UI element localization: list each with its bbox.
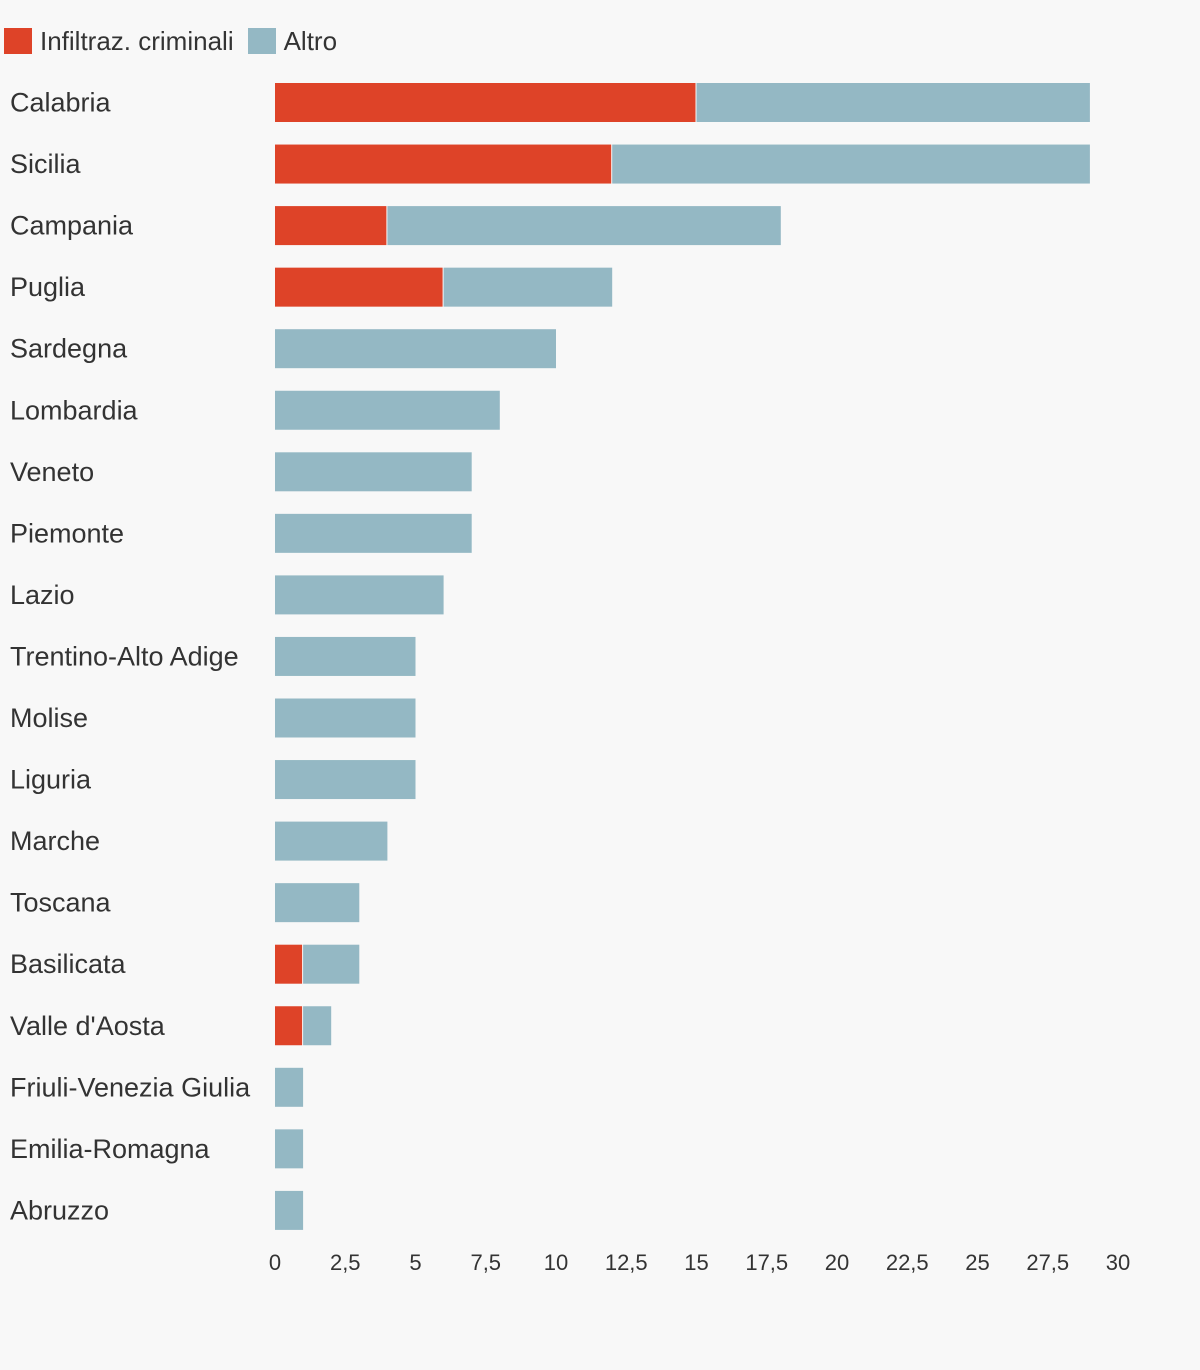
bar-toscana-altro — [275, 883, 360, 923]
category-label-puglia: Puglia — [10, 272, 86, 302]
bar-marche-altro — [275, 821, 388, 861]
x-tick-label: 17,5 — [745, 1250, 788, 1275]
bar-valle-d-aosta-infiltraz-criminali — [275, 1006, 303, 1046]
bar-puglia-infiltraz-criminali — [275, 267, 443, 307]
bar-sicilia-altro — [612, 144, 1090, 184]
category-label-marche: Marche — [10, 826, 100, 856]
x-tick-label: 30 — [1106, 1250, 1130, 1275]
category-label-liguria: Liguria — [10, 765, 92, 795]
legend-item-altro: Altro — [247, 26, 338, 56]
category-label-trentino-alto-adige: Trentino-Alto Adige — [10, 641, 239, 671]
chart-legend: Infiltraz. criminali Altro — [4, 26, 351, 56]
legend-swatch-infiltrazioni — [4, 28, 32, 54]
bar-valle-d-aosta-altro — [303, 1006, 332, 1046]
bar-calabria-altro — [696, 83, 1090, 122]
legend-label-infiltrazioni: Infiltraz. criminali — [40, 26, 234, 56]
bar-trentino-alto-adige-altro — [275, 636, 416, 676]
x-tick-label: 15 — [684, 1250, 708, 1275]
x-tick-label: 12,5 — [605, 1250, 648, 1275]
legend-item-infiltrazioni: Infiltraz. criminali — [4, 26, 234, 56]
bar-lazio-altro — [275, 575, 444, 615]
bar-abruzzo-altro — [275, 1190, 304, 1230]
category-label-lombardia: Lombardia — [10, 395, 139, 425]
category-label-abruzzo: Abruzzo — [10, 1195, 109, 1225]
x-tick-label: 25 — [965, 1250, 989, 1275]
bar-sardegna-altro — [275, 329, 556, 369]
category-label-lazio: Lazio — [10, 580, 75, 610]
bar-lombardia-altro — [275, 390, 500, 430]
x-tick-label: 5 — [409, 1250, 421, 1275]
x-tick-label: 10 — [544, 1250, 568, 1275]
x-tick-label: 20 — [825, 1250, 849, 1275]
bar-campania-infiltraz-criminali — [275, 206, 387, 246]
bar-emilia-romagna-altro — [275, 1129, 304, 1169]
category-label-valle-d-aosta: Valle d'Aosta — [10, 1011, 166, 1041]
category-label-campania: Campania — [10, 211, 134, 241]
bar-campania-altro — [387, 206, 781, 246]
bar-piemonte-altro — [275, 513, 472, 553]
category-label-basilicata: Basilicata — [10, 949, 127, 979]
bar-molise-altro — [275, 698, 416, 738]
bar-puglia-altro — [443, 267, 613, 307]
category-label-molise: Molise — [10, 703, 88, 733]
category-label-piemonte: Piemonte — [10, 518, 124, 548]
bar-calabria-infiltraz-criminali — [275, 83, 696, 122]
bar-basilicata-infiltraz-criminali — [275, 944, 303, 984]
bar-veneto-altro — [275, 452, 472, 492]
x-tick-label: 27,5 — [1026, 1250, 1069, 1275]
legend-swatch-altro — [247, 28, 276, 54]
bar-basilicata-altro — [303, 944, 360, 984]
category-label-sardegna: Sardegna — [10, 334, 128, 364]
category-label-sicilia: Sicilia — [10, 149, 82, 179]
legend-label-altro: Altro — [283, 26, 338, 56]
x-tick-label: 2,5 — [330, 1250, 361, 1275]
bar-friuli-venezia-giulia-altro — [275, 1067, 304, 1107]
category-label-friuli-venezia-giulia: Friuli-Venezia Giulia — [10, 1072, 251, 1102]
x-tick-label: 7,5 — [470, 1250, 501, 1275]
category-label-toscana: Toscana — [10, 888, 112, 918]
category-label-veneto: Veneto — [10, 457, 94, 487]
category-label-calabria: Calabria — [10, 88, 112, 118]
x-tick-label: 22,5 — [886, 1250, 929, 1275]
x-tick-label: 0 — [269, 1250, 281, 1275]
category-label-emilia-romagna: Emilia-Romagna — [10, 1134, 211, 1164]
bar-sicilia-infiltraz-criminali — [275, 144, 612, 184]
bar-liguria-altro — [275, 760, 416, 800]
